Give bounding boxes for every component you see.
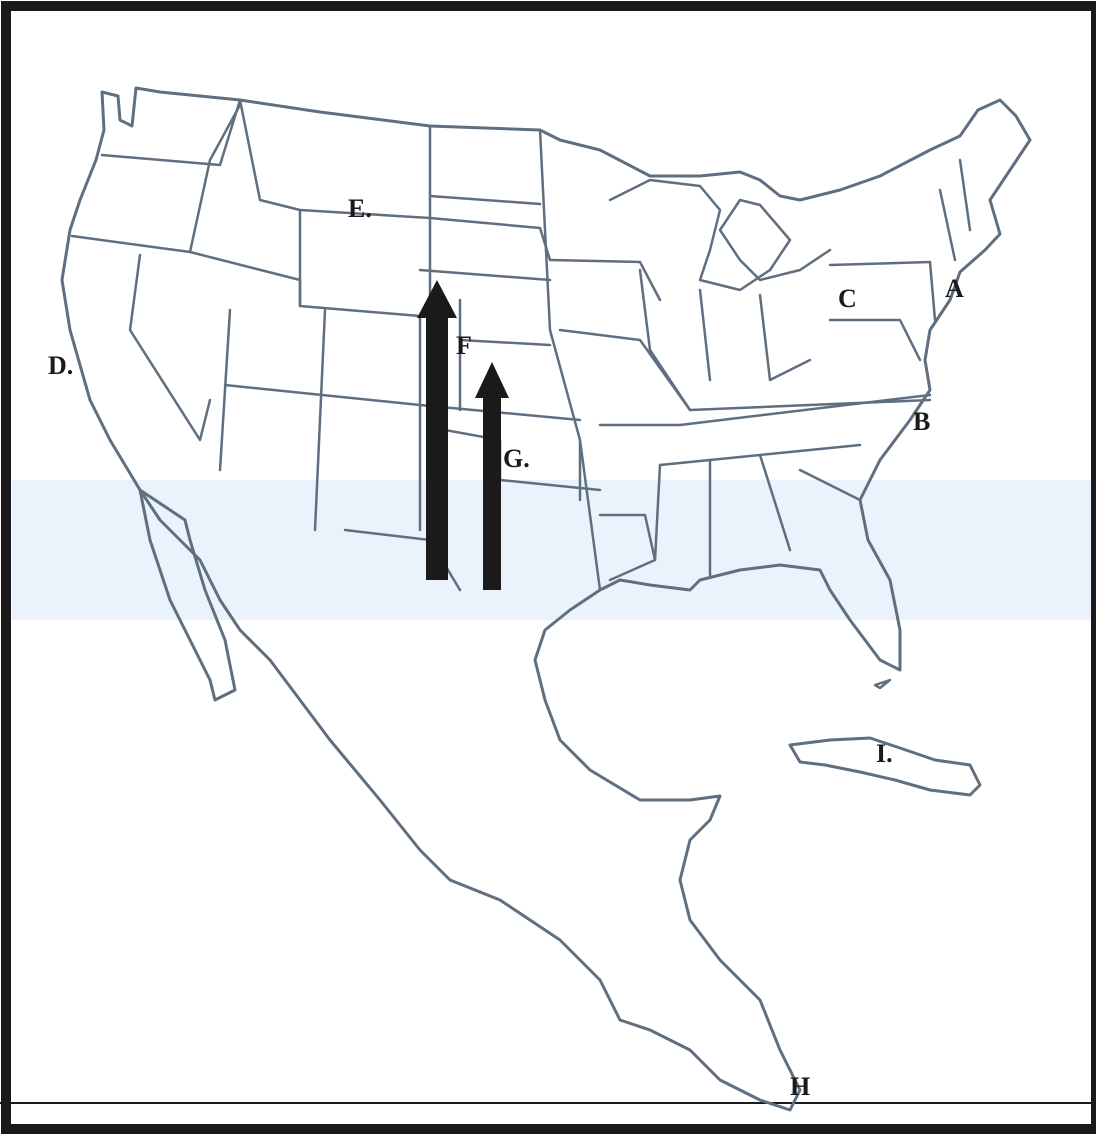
cuba-island xyxy=(788,736,982,797)
label-i: I. xyxy=(876,739,893,768)
great-lakes xyxy=(608,178,832,292)
florida-keys xyxy=(873,678,892,690)
label-h: H xyxy=(790,1072,810,1101)
label-d: D. xyxy=(48,351,73,380)
arrow-f xyxy=(417,280,457,580)
label-a: A xyxy=(945,274,964,303)
scan-band xyxy=(12,480,1096,620)
label-e: E. xyxy=(348,194,372,223)
arrow-f-head xyxy=(417,280,457,318)
baja-california xyxy=(138,488,237,702)
label-b: B xyxy=(913,407,930,436)
label-g: G. xyxy=(503,444,530,473)
arrow-g-head xyxy=(475,362,509,398)
label-c: C xyxy=(838,284,857,313)
arrow-g-shaft xyxy=(483,395,501,590)
arrow-f-shaft xyxy=(426,315,448,580)
arrow-g xyxy=(475,362,509,590)
north-america-outline xyxy=(60,86,1032,1112)
label-f: F xyxy=(456,331,472,360)
